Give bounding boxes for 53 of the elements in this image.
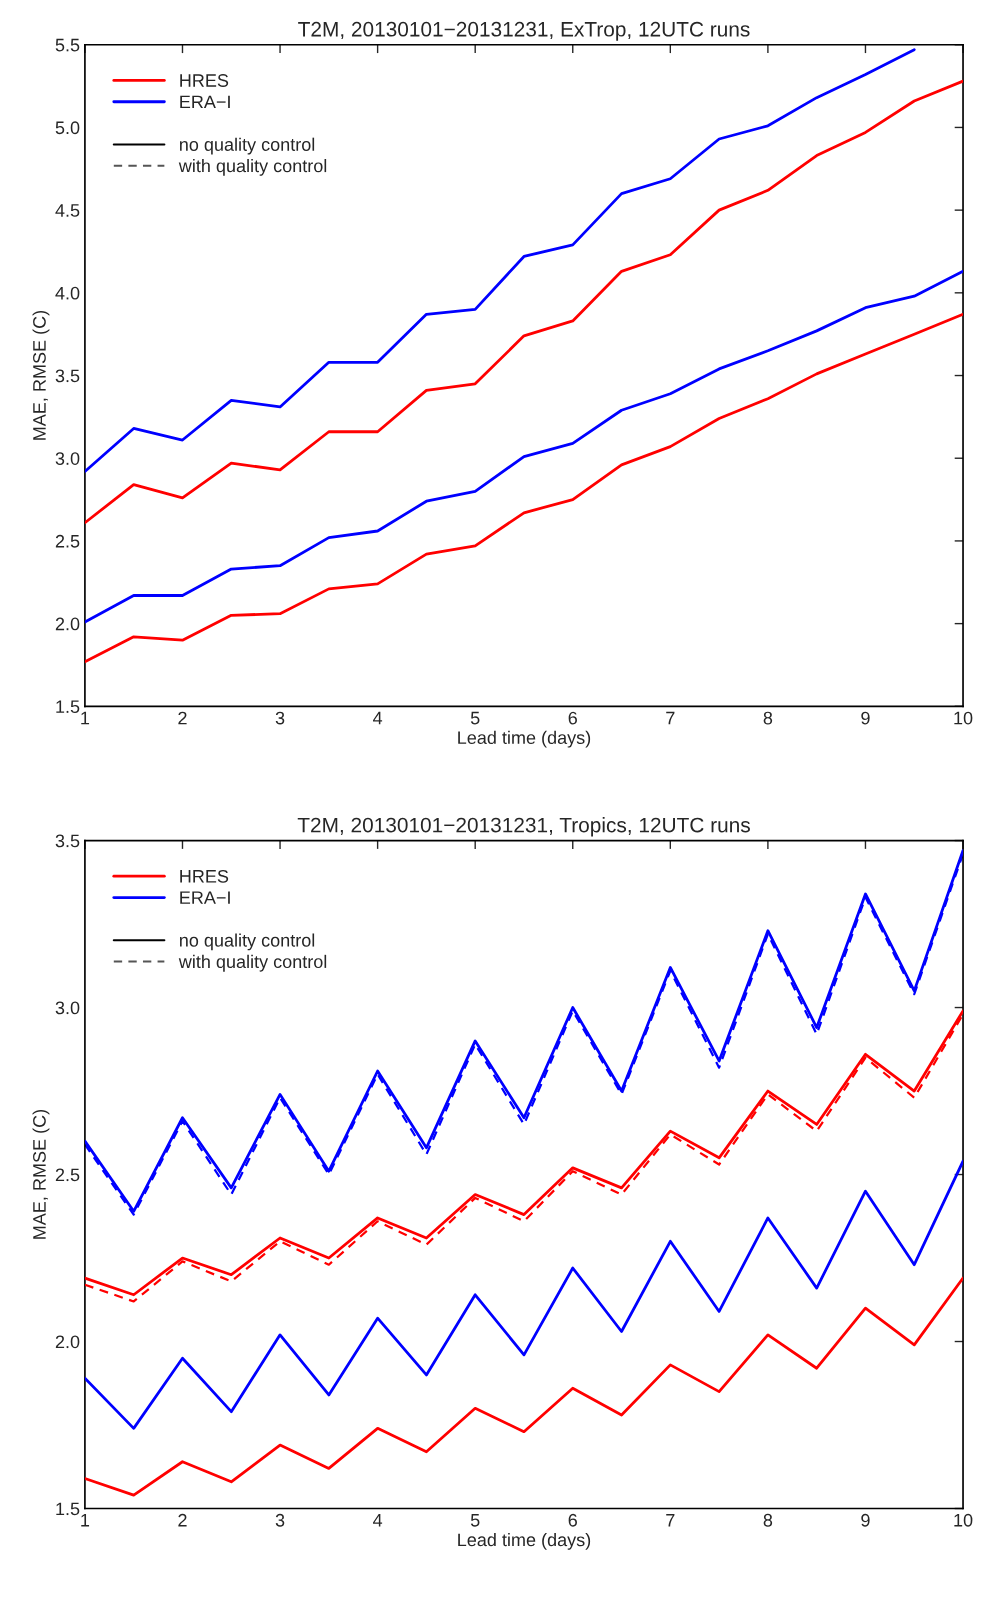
x-tick-label: 7 [666,1514,675,1527]
y-tick-label: 2.5 [55,534,80,548]
y-tick-label: 1.5 [56,1502,80,1516]
x-tick-label: 5 [470,711,480,725]
x-axis-title: Lead time (days) [458,1532,591,1550]
legend-label: HRES [180,74,229,87]
y-tick-label: 5.5 [55,38,80,52]
x-tick-label: 9 [861,1513,870,1527]
x-tick-label: 2 [178,711,187,725]
x-tick-label: 8 [763,1513,773,1527]
line-series [84,1276,964,1497]
x-tick-label: 8 [763,711,773,725]
x-tick-label: 5 [470,1514,480,1527]
x-tick-label: 10 [954,711,973,725]
chart-title: T2M, 20130101−20131231, Tropics, 12UTC runs [297,817,750,837]
y-tick-label: 3.0 [55,1001,80,1015]
y-axis-title: MAE, RMSE (C) [32,1109,50,1239]
y-axis-title: MAE, RMSE (C) [32,310,50,440]
y-tick-label: 3.0 [55,452,80,465]
line-series [84,312,964,664]
legend-label: HRES [180,869,229,883]
annotation: with quality control [178,159,327,176]
x-tick-label: 1 [81,1514,90,1527]
x-tick-label: 10 [954,1513,973,1527]
y-tick-label: 1.5 [56,700,80,714]
chart-title: T2M, 20130101−20131231, ExTrop, 12UTC runs [298,21,750,41]
x-tick-label: 7 [666,711,675,725]
x-tick-label: 6 [568,1513,577,1527]
x-tick-label: 4 [373,1514,383,1527]
x-tick-label: 4 [373,711,383,725]
legend-label: ERA−I [180,95,230,109]
y-tick-label: 2.0 [55,1335,80,1349]
line-series [84,48,916,473]
y-tick-label: 3.5 [55,369,80,383]
x-tick-label: 6 [568,711,577,725]
x-tick-label: 9 [861,711,870,725]
x-tick-label: 3 [275,1513,285,1527]
y-tick-label: 4.5 [55,204,80,217]
y-tick-label: 5.0 [55,121,80,135]
line-series [84,269,964,624]
y-tick-label: 3.5 [55,834,80,848]
x-tick-label: 1 [81,711,90,725]
annotation: no quality control [180,933,315,951]
annotation: no quality control [180,137,315,155]
y-tick-label: 2.5 [55,1168,80,1182]
y-tick-label: 2.0 [55,617,80,631]
y-tick-label: 4.0 [55,286,80,300]
legend-label: ERA−I [180,891,230,904]
x-tick-label: 2 [178,1513,187,1527]
line-series [84,1159,964,1430]
annotation: with quality control [178,954,327,972]
x-tick-label: 3 [275,711,285,725]
x-axis-title: Lead time (days) [458,730,591,748]
